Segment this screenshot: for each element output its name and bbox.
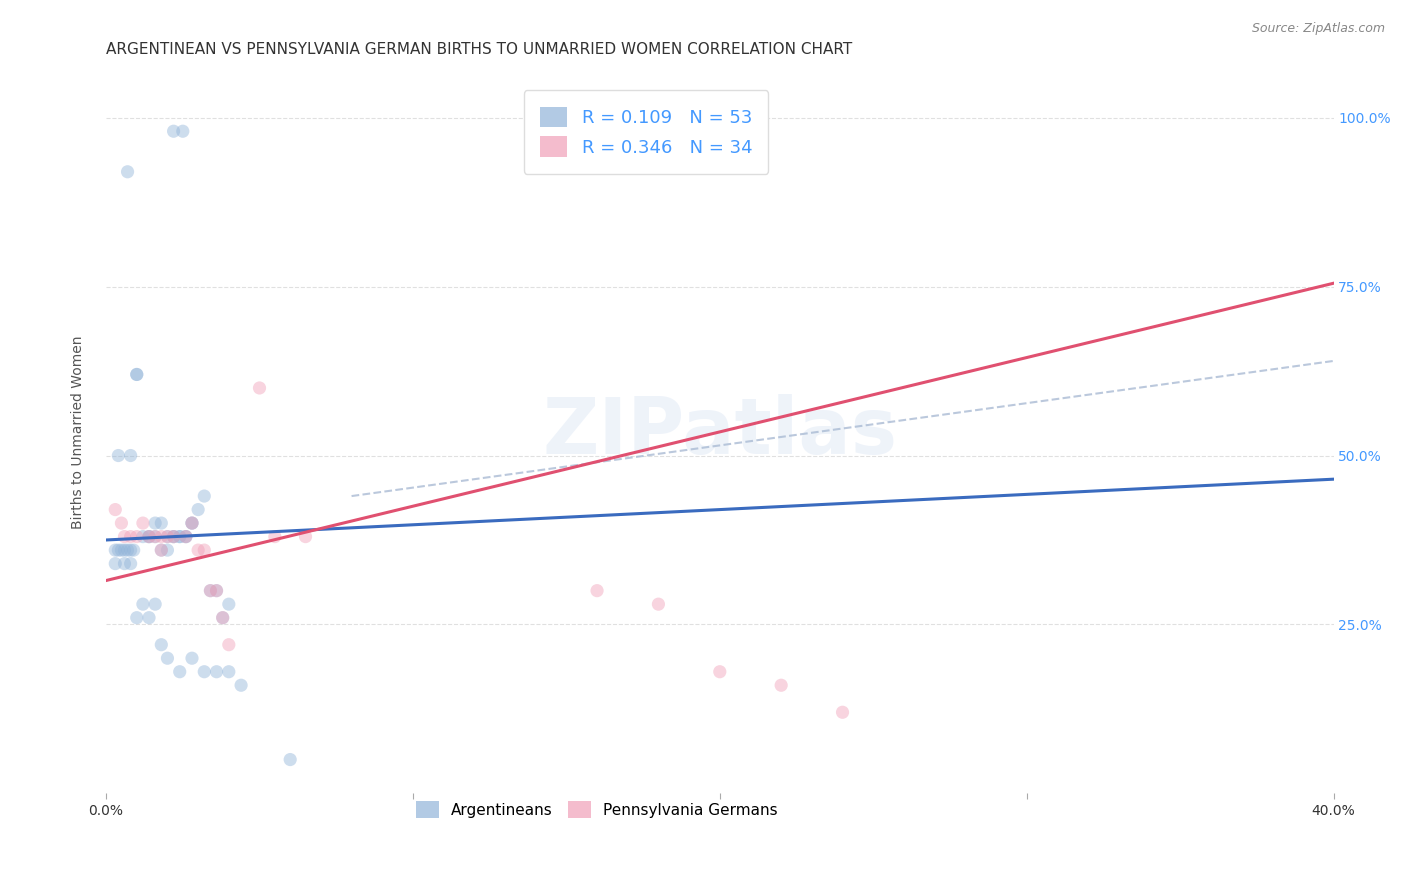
Point [205, 665, 228, 679]
Point [162, 530, 184, 544]
Point [138, 530, 160, 544]
Point [156, 651, 179, 665]
Point [132, 530, 155, 544]
Point [169, 665, 191, 679]
Point [174, 530, 197, 544]
Point [174, 530, 197, 544]
Point [120, 543, 142, 558]
Point [120, 557, 142, 571]
Point [110, 543, 132, 558]
Point [193, 665, 215, 679]
Point [162, 530, 184, 544]
Point [143, 597, 166, 611]
Point [831, 706, 853, 720]
Point [200, 583, 222, 598]
Point [229, 678, 252, 692]
Point [104, 557, 127, 571]
Text: Source: ZipAtlas.com: Source: ZipAtlas.com [1251, 22, 1385, 36]
Point [187, 502, 209, 516]
Point [150, 638, 173, 652]
Point [162, 124, 184, 138]
Point [114, 557, 136, 571]
Point [156, 530, 179, 544]
Point [218, 638, 240, 652]
Point [770, 678, 793, 692]
Point [181, 516, 204, 530]
Point [169, 530, 191, 544]
Point [107, 449, 129, 463]
Point [122, 543, 145, 558]
Point [200, 583, 222, 598]
Point [132, 597, 155, 611]
Point [218, 597, 240, 611]
Point [110, 516, 132, 530]
Point [114, 530, 136, 544]
Point [156, 543, 179, 558]
Point [150, 530, 173, 544]
Point [586, 583, 609, 598]
Point [132, 516, 155, 530]
Text: ZIPatlas: ZIPatlas [543, 394, 897, 470]
Point [114, 543, 136, 558]
Point [193, 543, 215, 558]
Point [150, 543, 173, 558]
Point [125, 530, 148, 544]
Point [294, 530, 316, 544]
Point [278, 753, 301, 767]
Text: ARGENTINEAN VS PENNSYLVANIA GERMAN BIRTHS TO UNMARRIED WOMEN CORRELATION CHART: ARGENTINEAN VS PENNSYLVANIA GERMAN BIRTH… [105, 42, 852, 57]
Point [120, 530, 142, 544]
Point [263, 530, 285, 544]
Point [162, 530, 184, 544]
Point [174, 530, 197, 544]
Point [104, 502, 127, 516]
Point [125, 368, 148, 382]
Point [138, 530, 160, 544]
Point [193, 489, 215, 503]
Point [117, 165, 139, 179]
Point [647, 597, 669, 611]
Point [181, 516, 204, 530]
Point [181, 516, 204, 530]
Point [156, 530, 179, 544]
Point [181, 651, 204, 665]
Point [138, 610, 160, 624]
Point [218, 665, 240, 679]
Point [125, 368, 148, 382]
Point [143, 530, 166, 544]
Y-axis label: Births to Unmarried Women: Births to Unmarried Women [72, 335, 86, 529]
Point [117, 543, 139, 558]
Point [150, 543, 173, 558]
Point [143, 530, 166, 544]
Point [138, 530, 160, 544]
Point [211, 610, 233, 624]
Point [169, 530, 191, 544]
Point [205, 583, 228, 598]
Point [187, 543, 209, 558]
Point [150, 516, 173, 530]
Point [104, 543, 127, 558]
Point [205, 583, 228, 598]
Point [249, 381, 271, 395]
Point [143, 516, 166, 530]
Point [107, 543, 129, 558]
Point [709, 665, 731, 679]
Point [120, 449, 142, 463]
Point [125, 610, 148, 624]
Legend: Argentineans, Pennsylvania Germans: Argentineans, Pennsylvania Germans [409, 794, 786, 825]
Point [211, 610, 233, 624]
Point [172, 124, 194, 138]
